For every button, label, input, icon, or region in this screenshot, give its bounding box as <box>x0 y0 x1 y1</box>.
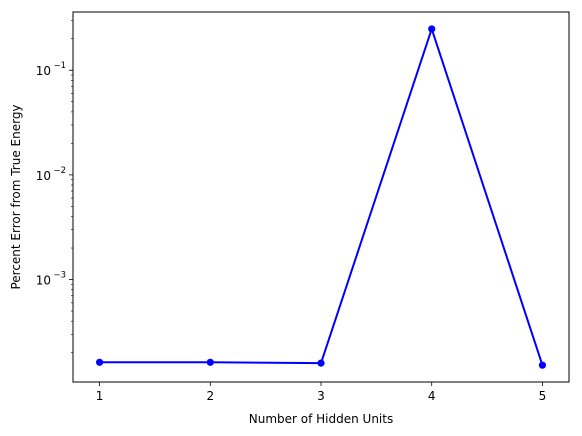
data-point <box>428 25 436 33</box>
data-point <box>206 358 214 366</box>
series-layer <box>95 25 547 369</box>
plot-area-frame <box>72 11 570 383</box>
y-tick-label: 10 <box>36 64 51 78</box>
x-tick-label: 3 <box>317 389 325 403</box>
y-tick-exponent: −2 <box>53 166 66 176</box>
data-point <box>95 358 104 366</box>
x-tick-label: 5 <box>539 389 547 403</box>
x-tick-label: 1 <box>96 389 104 403</box>
x-tick-label: 2 <box>206 389 214 403</box>
data-point <box>538 361 547 369</box>
y-axis-label: Percent Error from True Energy <box>9 104 23 289</box>
x-axis-label: Number of Hidden Units <box>249 412 393 426</box>
y-tick-label: 10 <box>36 274 51 288</box>
y-tick-label: 10 <box>36 169 51 183</box>
data-point <box>317 359 325 367</box>
x-tick-label: 4 <box>428 389 436 403</box>
axis-ticks: 1 2 3 4 510−310−210−1 <box>36 61 547 403</box>
y-tick-exponent: −1 <box>53 61 66 71</box>
y-tick-exponent: −3 <box>53 271 66 281</box>
